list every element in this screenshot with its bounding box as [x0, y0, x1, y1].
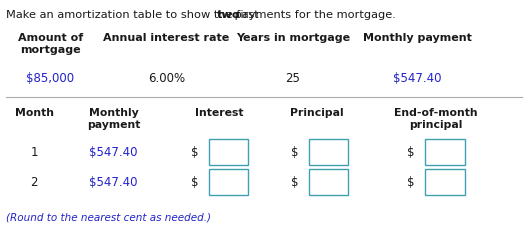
Text: $: $ — [191, 146, 198, 159]
Text: $547.40: $547.40 — [89, 176, 138, 189]
Text: Monthly payment: Monthly payment — [363, 33, 472, 43]
Text: two: two — [216, 10, 240, 20]
FancyBboxPatch shape — [425, 170, 465, 195]
Text: $547.40: $547.40 — [89, 146, 138, 159]
Text: End-of-month
principal: End-of-month principal — [394, 108, 477, 129]
FancyBboxPatch shape — [309, 170, 348, 195]
FancyBboxPatch shape — [209, 140, 248, 165]
FancyBboxPatch shape — [425, 140, 465, 165]
Text: 1: 1 — [31, 146, 38, 159]
Text: 6.00%: 6.00% — [148, 72, 185, 85]
Text: $: $ — [291, 146, 298, 159]
Text: (Round to the nearest cent as needed.): (Round to the nearest cent as needed.) — [6, 212, 211, 222]
Text: Monthly
payment: Monthly payment — [87, 108, 140, 129]
Text: $: $ — [291, 176, 298, 189]
FancyBboxPatch shape — [209, 170, 248, 195]
Text: 2: 2 — [31, 176, 38, 189]
Text: Month: Month — [15, 108, 54, 118]
Text: $: $ — [407, 176, 414, 189]
Text: Interest: Interest — [195, 108, 243, 118]
Text: 25: 25 — [286, 72, 300, 85]
Text: Principal: Principal — [290, 108, 344, 118]
Text: Amount of
mortgage: Amount of mortgage — [17, 33, 83, 54]
Text: Annual interest rate: Annual interest rate — [103, 33, 230, 43]
Text: $547.40: $547.40 — [393, 72, 441, 85]
Text: Years in mortgage: Years in mortgage — [236, 33, 350, 43]
Text: $: $ — [191, 176, 198, 189]
Text: Make an amortization table to show the first: Make an amortization table to show the f… — [6, 10, 263, 20]
Text: $85,000: $85,000 — [26, 72, 74, 85]
FancyBboxPatch shape — [309, 140, 348, 165]
Text: $: $ — [407, 146, 414, 159]
Text: payments for the mortgage.: payments for the mortgage. — [231, 10, 396, 20]
